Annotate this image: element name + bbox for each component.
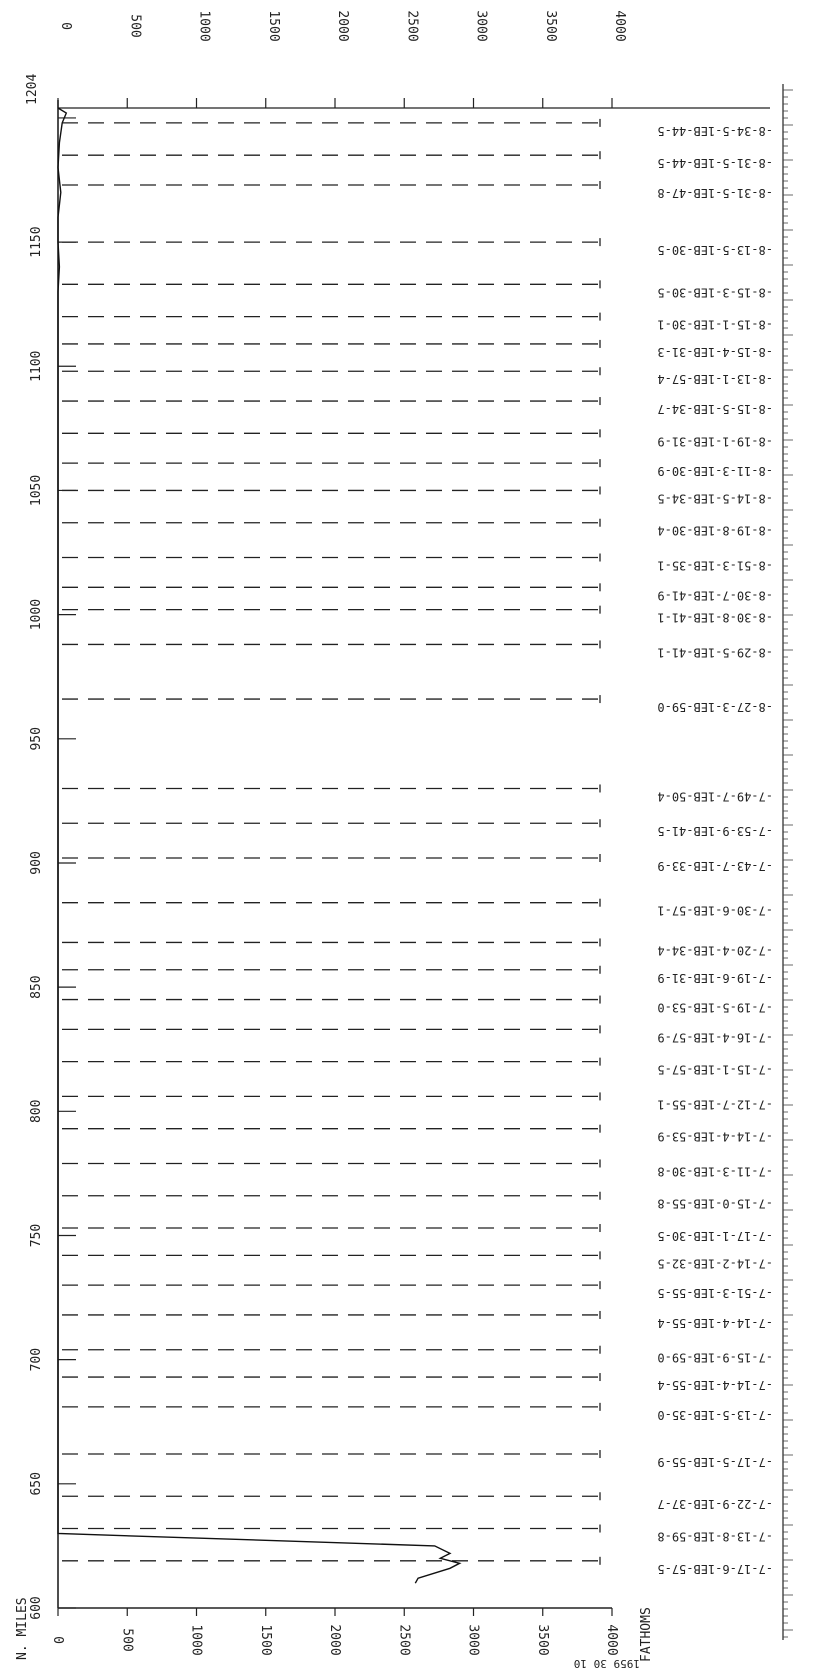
fix-label: -8-51-3-1EB-35-1 (657, 559, 773, 573)
fix-label: -8-13-5-1EB-30-5 (657, 243, 773, 257)
distance-tick-label: 600 (29, 1596, 44, 1619)
distance-tick-label: 900 (29, 851, 44, 874)
depth-tick-label-top: 4000 (612, 10, 627, 41)
fix-label: -7-14-4-1EB-55-4 (657, 1316, 773, 1330)
fix-label: -8-15-3-1EB-30-5 (657, 285, 773, 299)
fix-label: -8-11-3-1EB-30-9 (657, 464, 773, 478)
end-label: 1204 (25, 74, 40, 105)
fix-label: -8-15-5-1EB-34-7 (657, 402, 773, 416)
fix-label: -7-19-5-1EB-53-0 (657, 1001, 773, 1015)
distance-tick-label: 950 (29, 727, 44, 750)
fix-label: -7-19-6-1EB-31-9 (657, 971, 773, 985)
right-edge-ruler (782, 84, 793, 1640)
fix-label: -7-15-9-1EB-59-0 (657, 1351, 773, 1365)
depth-tick-label-top: 500 (127, 14, 142, 37)
fix-label: -7-49-7-1EB-50-4 (657, 789, 773, 803)
depth-tick-label-bottom: 1500 (258, 1624, 273, 1655)
fix-label: -8-14-5-1EB-34-5 (657, 491, 773, 505)
fix-lines (62, 118, 601, 1565)
depth-tick-label-bottom: 1000 (189, 1624, 204, 1655)
fix-label: -7-43-7-1EB-33-9 (657, 859, 773, 873)
distance-tick-label: 1100 (29, 351, 44, 382)
fix-label: -8-34-5-1EB-44-5 (657, 124, 773, 138)
fix-label: -8-15-4-1EB-31-3 (657, 345, 773, 359)
fix-label: -7-14-2-1EB-32-5 (657, 1256, 773, 1270)
fix-label: -7-17-5-1EB-55-9 (657, 1455, 773, 1469)
fix-label: -7-12-7-1EB-55-1 (657, 1097, 773, 1111)
distance-tick-label: 750 (29, 1224, 44, 1247)
depth-tick-label-top: 0 (58, 22, 73, 30)
fix-label: -8-29-5-1EB-41-1 (657, 645, 773, 659)
depth-axis-top: 0 500 1000 1500 2000 2500 3000 3500 4000 (57, 10, 627, 108)
depth-profile (57, 107, 462, 1584)
depth-tick-label-top: 2500 (404, 10, 419, 41)
distance-axis: 600 650 700 750 800 850 900 950 1000 1050 1100 1150 (29, 117, 76, 1620)
fix-label: -7-14-4-1EB-53-9 (657, 1130, 773, 1144)
fix-label: -8-31-5-1EB-44-5 (657, 156, 773, 170)
fix-label: -7-11-3-1EB-30-8 (657, 1164, 773, 1178)
fix-label: -8-31-5-1EB-47-8 (657, 186, 773, 200)
depth-profile-line (57, 107, 462, 1584)
depth-tick-label-top: 3500 (543, 10, 558, 41)
distance-tick-label: 1050 (29, 475, 44, 506)
depth-tick-label-bottom: 3000 (466, 1624, 481, 1655)
fix-label: -7-30-6-1EB-57-1 (657, 904, 773, 918)
fix-labels: -8-34-5-1EB-44-5 -8-31-5-1EB-44-5 -8-31-5-… (657, 124, 773, 1576)
corner-label: 1959 30 10 (574, 1657, 640, 1670)
distance-tick-label: 650 (29, 1472, 44, 1495)
fix-label: -7-16-4-1EB-57-9 (657, 1030, 773, 1044)
depth-axis-bottom: 0 500 1000 1500 2000 2500 3000 3500 4000 (50, 1608, 619, 1656)
fix-label: -7-15-1-1EB-57-5 (657, 1063, 773, 1077)
distance-tick-label: 1150 (29, 226, 44, 257)
distance-tick-label: 800 (29, 1100, 44, 1123)
fix-label: -8-19-1-1EB-31-9 (657, 434, 773, 448)
distance-tick-label: 850 (29, 975, 44, 998)
depth-tick-label-top: 2000 (335, 10, 350, 41)
depth-tick-label-bottom: 3500 (535, 1624, 550, 1655)
fix-label: -8-13-1-1EB-57-4 (657, 372, 773, 386)
fix-label: -8-30-7-1EB-41-9 (657, 588, 773, 602)
depth-tick-label-top: 1500 (266, 10, 281, 41)
depth-tick-label-bottom: 2500 (396, 1624, 411, 1655)
depth-tick-label-bottom: 0 (50, 1636, 65, 1644)
fix-label: -7-20-4-1EB-34-4 (657, 943, 773, 957)
y-axis-label: FATHOMS (639, 1607, 654, 1662)
fix-label: -7-13-8-1EB-59-8 (657, 1530, 773, 1544)
fix-label: -7-14-4-1EB-55-4 (657, 1378, 773, 1392)
distance-tick-label: 1000 (29, 599, 44, 630)
fix-label: -7-22-9-1EB-37-7 (657, 1497, 773, 1511)
fix-label: -7-51-3-1EB-55-5 (657, 1286, 773, 1300)
axis-labels: N. MILES FATHOMS 1959 30 10 1204 (15, 74, 654, 1670)
depth-tick-label-top: 1000 (197, 10, 212, 41)
fix-label: -7-15-0-1EB-55-8 (657, 1197, 773, 1211)
fix-label: -7-17-1-1EB-30-5 (657, 1229, 773, 1243)
x-axis-label: N. MILES (15, 1597, 30, 1660)
distance-tick-label: 700 (29, 1348, 44, 1371)
depth-tick-label-bottom: 500 (119, 1628, 134, 1651)
depth-tick-label-bottom: 4000 (604, 1624, 619, 1655)
depth-tick-label-bottom: 2000 (327, 1624, 342, 1655)
fix-label: -8-15-1-1EB-30-1 (657, 318, 773, 332)
fix-label: -7-17-6-1EB-57-5 (657, 1562, 773, 1576)
fix-label: -8-27-3-1EB-59-0 (657, 700, 773, 714)
fix-label: -8-30-8-1EB-41-1 (657, 611, 773, 625)
depth-tick-label-top: 3000 (474, 10, 489, 41)
fix-label: -8-19-8-1EB-30-4 (657, 524, 773, 538)
fix-label: -7-53-9-1EB-41-5 (657, 824, 773, 838)
fix-label: -7-13-5-1EB-35-0 (657, 1408, 773, 1422)
